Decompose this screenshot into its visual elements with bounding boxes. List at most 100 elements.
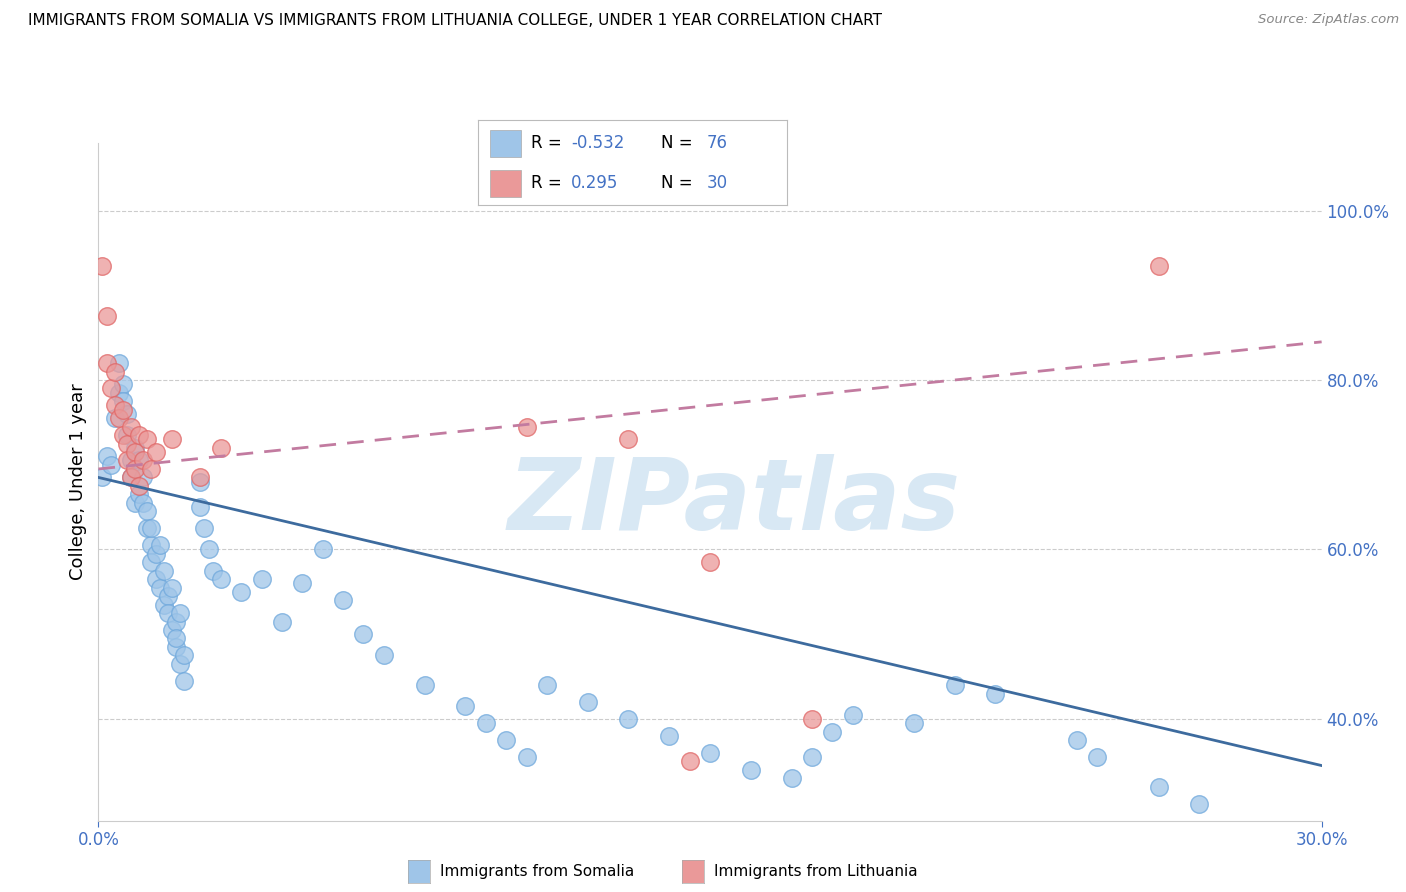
Point xyxy=(160,433,183,447)
Point xyxy=(332,593,354,607)
Point xyxy=(821,724,844,739)
Point xyxy=(231,585,253,599)
Text: R =: R = xyxy=(530,135,567,153)
Point xyxy=(984,687,1007,701)
Point xyxy=(160,581,183,595)
Point xyxy=(115,453,138,467)
Point xyxy=(352,627,374,641)
Point xyxy=(373,648,395,663)
Point xyxy=(145,547,167,561)
Text: Immigrants from Somalia: Immigrants from Somalia xyxy=(440,864,634,879)
Point xyxy=(943,678,966,692)
Point xyxy=(141,538,163,552)
Point xyxy=(250,572,273,586)
Point xyxy=(169,606,191,620)
Point xyxy=(312,542,335,557)
Point xyxy=(141,462,163,476)
Point xyxy=(132,453,155,467)
Point xyxy=(841,707,863,722)
Point xyxy=(111,428,134,442)
Point xyxy=(156,606,179,620)
Point xyxy=(100,382,122,396)
Point xyxy=(156,589,179,603)
Bar xyxy=(491,169,522,196)
Point xyxy=(291,576,314,591)
Point xyxy=(209,441,232,455)
Point xyxy=(209,572,232,586)
Point xyxy=(536,678,558,692)
Point xyxy=(149,538,172,552)
Point xyxy=(120,419,142,434)
Point xyxy=(124,462,146,476)
Point xyxy=(145,445,167,459)
Text: -0.532: -0.532 xyxy=(571,135,624,153)
Point xyxy=(124,445,146,459)
Point xyxy=(145,572,167,586)
Y-axis label: College, Under 1 year: College, Under 1 year xyxy=(69,384,87,580)
Point xyxy=(1066,733,1088,747)
Text: 76: 76 xyxy=(707,135,728,153)
Point xyxy=(413,678,436,692)
Point xyxy=(108,356,131,370)
Text: ZIPatlas: ZIPatlas xyxy=(508,453,962,550)
Point xyxy=(104,411,127,425)
Point xyxy=(115,407,138,421)
Point xyxy=(617,433,640,447)
Point xyxy=(617,712,640,726)
Point xyxy=(165,640,187,654)
Point xyxy=(801,712,824,726)
Point xyxy=(120,470,142,484)
Point xyxy=(188,470,212,484)
Text: 0.295: 0.295 xyxy=(571,174,619,192)
Point xyxy=(780,771,803,785)
Point xyxy=(111,394,134,409)
Point xyxy=(188,500,212,514)
Point xyxy=(149,581,172,595)
Point xyxy=(124,496,146,510)
Point xyxy=(100,458,122,472)
Point xyxy=(141,555,163,569)
Point xyxy=(136,504,159,518)
Point xyxy=(128,487,150,501)
Point xyxy=(132,470,155,484)
Text: Source: ZipAtlas.com: Source: ZipAtlas.com xyxy=(1258,13,1399,27)
Point xyxy=(1085,750,1108,764)
Point xyxy=(128,428,150,442)
Point xyxy=(136,433,159,447)
Point xyxy=(128,453,150,467)
Point xyxy=(124,441,146,455)
Point xyxy=(115,436,138,450)
Text: N =: N = xyxy=(661,135,697,153)
Point xyxy=(1188,797,1211,811)
Point xyxy=(152,564,174,578)
Point xyxy=(699,555,721,569)
Point xyxy=(193,521,215,535)
Point xyxy=(91,470,114,484)
Point xyxy=(201,564,224,578)
Point xyxy=(903,716,925,731)
Text: R =: R = xyxy=(530,174,572,192)
Point xyxy=(160,623,183,637)
Point xyxy=(96,450,118,464)
Point xyxy=(96,310,118,324)
Point xyxy=(173,648,195,663)
Point xyxy=(699,746,721,760)
Point xyxy=(120,470,142,484)
Point xyxy=(111,377,134,392)
Point xyxy=(474,716,498,731)
Point xyxy=(1147,780,1170,794)
Point xyxy=(1147,259,1170,273)
Text: Immigrants from Lithuania: Immigrants from Lithuania xyxy=(714,864,918,879)
Point xyxy=(165,632,187,646)
Point xyxy=(96,356,118,370)
Point xyxy=(576,695,599,709)
Point xyxy=(108,385,131,400)
Point xyxy=(111,402,134,417)
Point xyxy=(495,733,517,747)
Point xyxy=(104,398,127,412)
Point xyxy=(188,475,212,489)
Point xyxy=(173,673,195,688)
Point xyxy=(740,763,762,777)
Point xyxy=(132,496,155,510)
Point xyxy=(165,615,187,629)
